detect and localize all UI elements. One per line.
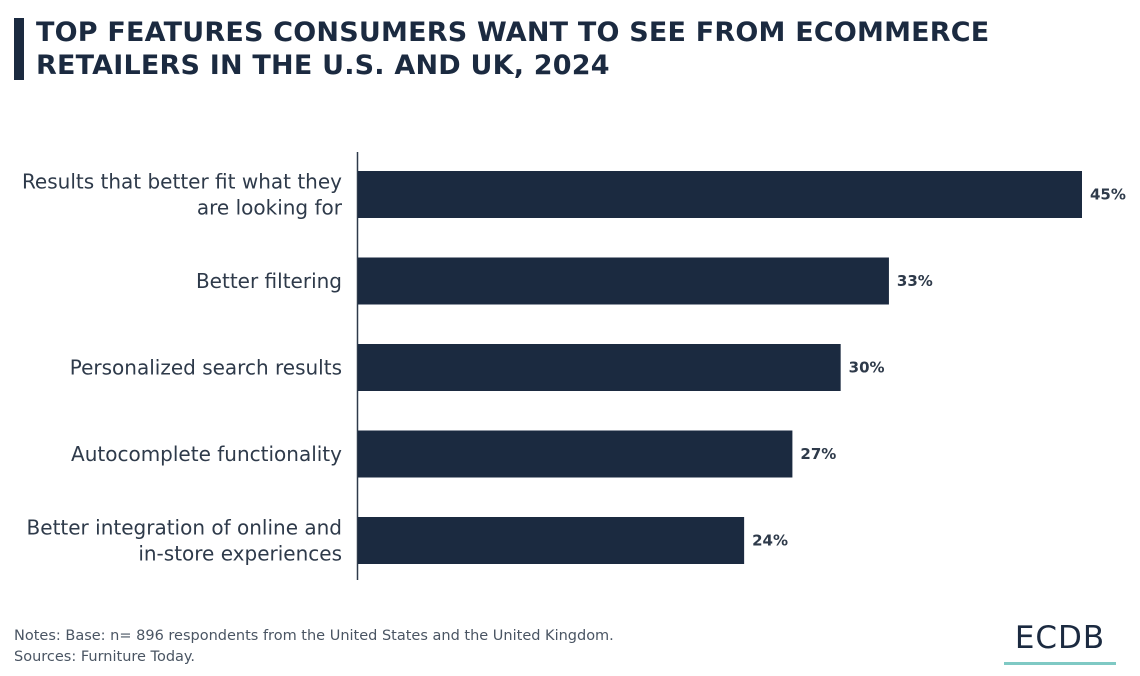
title-accent-bar [14,18,24,80]
bar [358,171,1082,218]
bar [358,430,793,478]
logo-text: ECDB [1014,620,1106,656]
chart-notes: Notes: Base: n= 896 respondents from the… [14,626,614,668]
bar [358,344,841,391]
category-label: Autocomplete functionality [71,442,342,466]
notes-line: Notes: Base: n= 896 respondents from the… [14,628,614,644]
category-label: Better filtering [196,269,342,293]
category-label: in-store experiences [138,542,342,566]
ecdb-logo[interactable]: ECDB [1004,620,1116,665]
chart-title: TOP FEATURES CONSUMERS WANT TO SEE FROM … [36,17,990,81]
category-label: are looking for [197,196,343,220]
sources-line: Sources: Furniture Today. [14,649,196,665]
category-label: Better integration of online and [27,516,342,540]
bar [358,517,745,564]
value-label: 30% [849,359,885,377]
value-label: 33% [897,272,933,290]
category-label: Results that better fit what they [22,170,342,194]
category-label: Personalized search results [70,356,342,380]
bar [358,257,889,305]
value-label: 24% [752,532,788,550]
logo-underline [1004,662,1116,665]
bar-chart: 45% Results that better fit what theyare … [22,152,1126,580]
value-label: 27% [800,445,836,463]
value-label: 45% [1090,186,1126,204]
